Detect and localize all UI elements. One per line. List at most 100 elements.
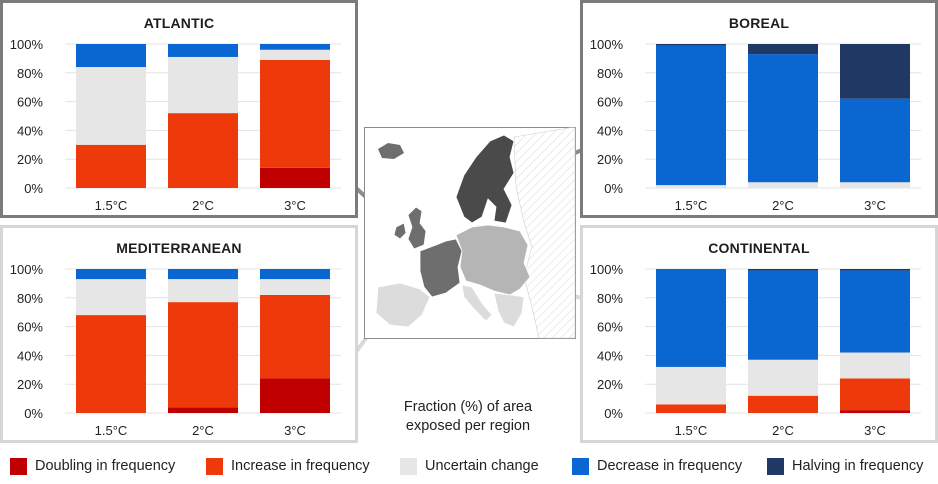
x-tick-label: 1.5°C bbox=[675, 423, 708, 438]
bar-segment bbox=[748, 359, 818, 396]
atlantic-uk-shape bbox=[407, 206, 427, 250]
bar-segment bbox=[168, 113, 238, 188]
mediterranean-italy-shape bbox=[461, 284, 493, 322]
bar-segment bbox=[260, 279, 330, 295]
y-tick-label: 0% bbox=[604, 406, 623, 421]
legend-label: Doubling in frequency bbox=[35, 458, 176, 474]
bar-segment bbox=[840, 98, 910, 183]
bar-segment bbox=[748, 54, 818, 183]
y-tick-label: 40% bbox=[17, 123, 43, 138]
bar-segment bbox=[840, 352, 910, 379]
y-tick-label: 20% bbox=[17, 152, 43, 167]
boreal-region-shape bbox=[455, 134, 515, 224]
europe-map bbox=[364, 126, 576, 339]
x-tick-label: 1.5°C bbox=[675, 198, 708, 213]
bar-segment bbox=[840, 378, 910, 411]
bar-segment bbox=[260, 269, 330, 280]
bar-segment bbox=[748, 44, 818, 55]
y-tick-label: 80% bbox=[17, 66, 43, 81]
continental-region-shape bbox=[455, 224, 531, 296]
bar-segment bbox=[260, 49, 330, 60]
bar-segment bbox=[260, 294, 330, 379]
y-tick-label: 80% bbox=[17, 291, 43, 306]
y-tick-label: 80% bbox=[597, 66, 623, 81]
bar-segment bbox=[748, 270, 818, 360]
bar-segment bbox=[168, 56, 238, 114]
legend-swatch bbox=[767, 458, 784, 475]
y-tick-label: 60% bbox=[597, 95, 623, 110]
y-tick-label: 60% bbox=[597, 320, 623, 335]
y-tick-label: 100% bbox=[590, 37, 624, 52]
bar-segment bbox=[260, 378, 330, 413]
bar-segment bbox=[840, 44, 910, 99]
bar-segment bbox=[656, 366, 726, 405]
atlantic-panel: ATLANTIC 0% 20% 40% 60% 80% 100% 1.5°C 2°C 3°C bbox=[0, 0, 358, 218]
bar-segment bbox=[260, 167, 330, 188]
y-tick-label: 60% bbox=[17, 320, 43, 335]
legend-label: Increase in frequency bbox=[231, 458, 370, 474]
bar-segment bbox=[260, 44, 330, 50]
x-tick-label: 1.5°C bbox=[95, 423, 128, 438]
y-tick-label: 20% bbox=[17, 377, 43, 392]
x-tick-label: 2°C bbox=[772, 423, 794, 438]
legend-label: Uncertain change bbox=[425, 458, 539, 474]
continental-panel: CONTINENTAL 0% 20% 40% 60% 80% 100% 1.5°C 2°C 3°… bbox=[580, 225, 938, 443]
y-tick-label: 40% bbox=[17, 348, 43, 363]
y-tick-label: 100% bbox=[10, 262, 44, 277]
iceland-shape bbox=[378, 143, 404, 159]
y-tick-label: 20% bbox=[597, 152, 623, 167]
mediterranean-balkans-shape bbox=[493, 292, 525, 328]
legend-label: Decrease in frequency bbox=[597, 458, 743, 474]
x-tick-label: 1.5°C bbox=[95, 198, 128, 213]
x-tick-label: 2°C bbox=[192, 198, 214, 213]
y-tick-label: 100% bbox=[590, 262, 624, 277]
bar-segment bbox=[656, 404, 726, 413]
bar-segment bbox=[76, 279, 146, 316]
x-tick-label: 2°C bbox=[772, 198, 794, 213]
y-tick-label: 100% bbox=[10, 37, 44, 52]
bar-segment bbox=[168, 279, 238, 303]
boreal-panel: BOREAL 0% 20% 40% 60% 80% 100% 1.5°C 2°C 3°C bbox=[580, 0, 938, 218]
bar-segment bbox=[656, 45, 726, 186]
bar-segment bbox=[168, 44, 238, 57]
mediterranean-panel: MEDITERRANEAN 0% 20% 40% 60% 80% 100% 1.5°C 2°C… bbox=[0, 225, 358, 443]
bar-segment bbox=[656, 269, 726, 367]
legend-swatch bbox=[206, 458, 223, 475]
atlantic-mainland-shape bbox=[419, 238, 463, 298]
bar-segment bbox=[840, 410, 910, 413]
x-tick-label: 3°C bbox=[284, 423, 306, 438]
bar-segment bbox=[656, 185, 726, 188]
legend-swatch bbox=[400, 458, 417, 475]
y-tick-label: 0% bbox=[24, 181, 43, 196]
panel-title: CONTINENTAL bbox=[708, 240, 810, 256]
caption-line-2: exposed per region bbox=[405, 418, 531, 434]
bar-segment bbox=[840, 182, 910, 188]
bar-segment bbox=[76, 67, 146, 145]
y-tick-label: 60% bbox=[17, 95, 43, 110]
legend-swatch bbox=[572, 458, 589, 475]
bar-segment bbox=[748, 395, 818, 413]
legend: Doubling in frequency Increase in freque… bbox=[0, 452, 938, 482]
y-tick-label: 0% bbox=[24, 406, 43, 421]
bar-segment bbox=[168, 269, 238, 280]
panel-title: ATLANTIC bbox=[143, 15, 215, 31]
atlantic-ireland-shape bbox=[393, 222, 407, 240]
panel-title: BOREAL bbox=[728, 15, 790, 31]
bar-segment bbox=[76, 269, 146, 280]
y-tick-label: 0% bbox=[604, 181, 623, 196]
caption-line-1: Fraction (%) of area bbox=[403, 399, 533, 415]
bar-segment bbox=[840, 270, 910, 353]
mediterranean-chart: 0% 20% 40% 60% 80% 100% 1.5°C 2°C 3°C bbox=[10, 262, 341, 438]
bar-segment bbox=[76, 315, 146, 413]
bar-segment bbox=[840, 269, 910, 271]
boreal-chart: 0% 20% 40% 60% 80% 100% 1.5°C 2°C 3°C bbox=[590, 37, 921, 213]
bar-segment bbox=[656, 44, 726, 46]
bar-segment bbox=[748, 182, 818, 188]
legend-swatch bbox=[10, 458, 27, 475]
bar-segment bbox=[76, 44, 146, 68]
x-tick-label: 3°C bbox=[864, 198, 886, 213]
bar-segment bbox=[168, 407, 238, 413]
continental-chart: 0% 20% 40% 60% 80% 100% 1.5°C 2°C 3°C bbox=[590, 262, 921, 438]
panel-title: MEDITERRANEAN bbox=[116, 240, 242, 256]
atlantic-chart: 0% 20% 40% 60% 80% 100% 1.5°C 2°C 3°C bbox=[10, 37, 341, 213]
